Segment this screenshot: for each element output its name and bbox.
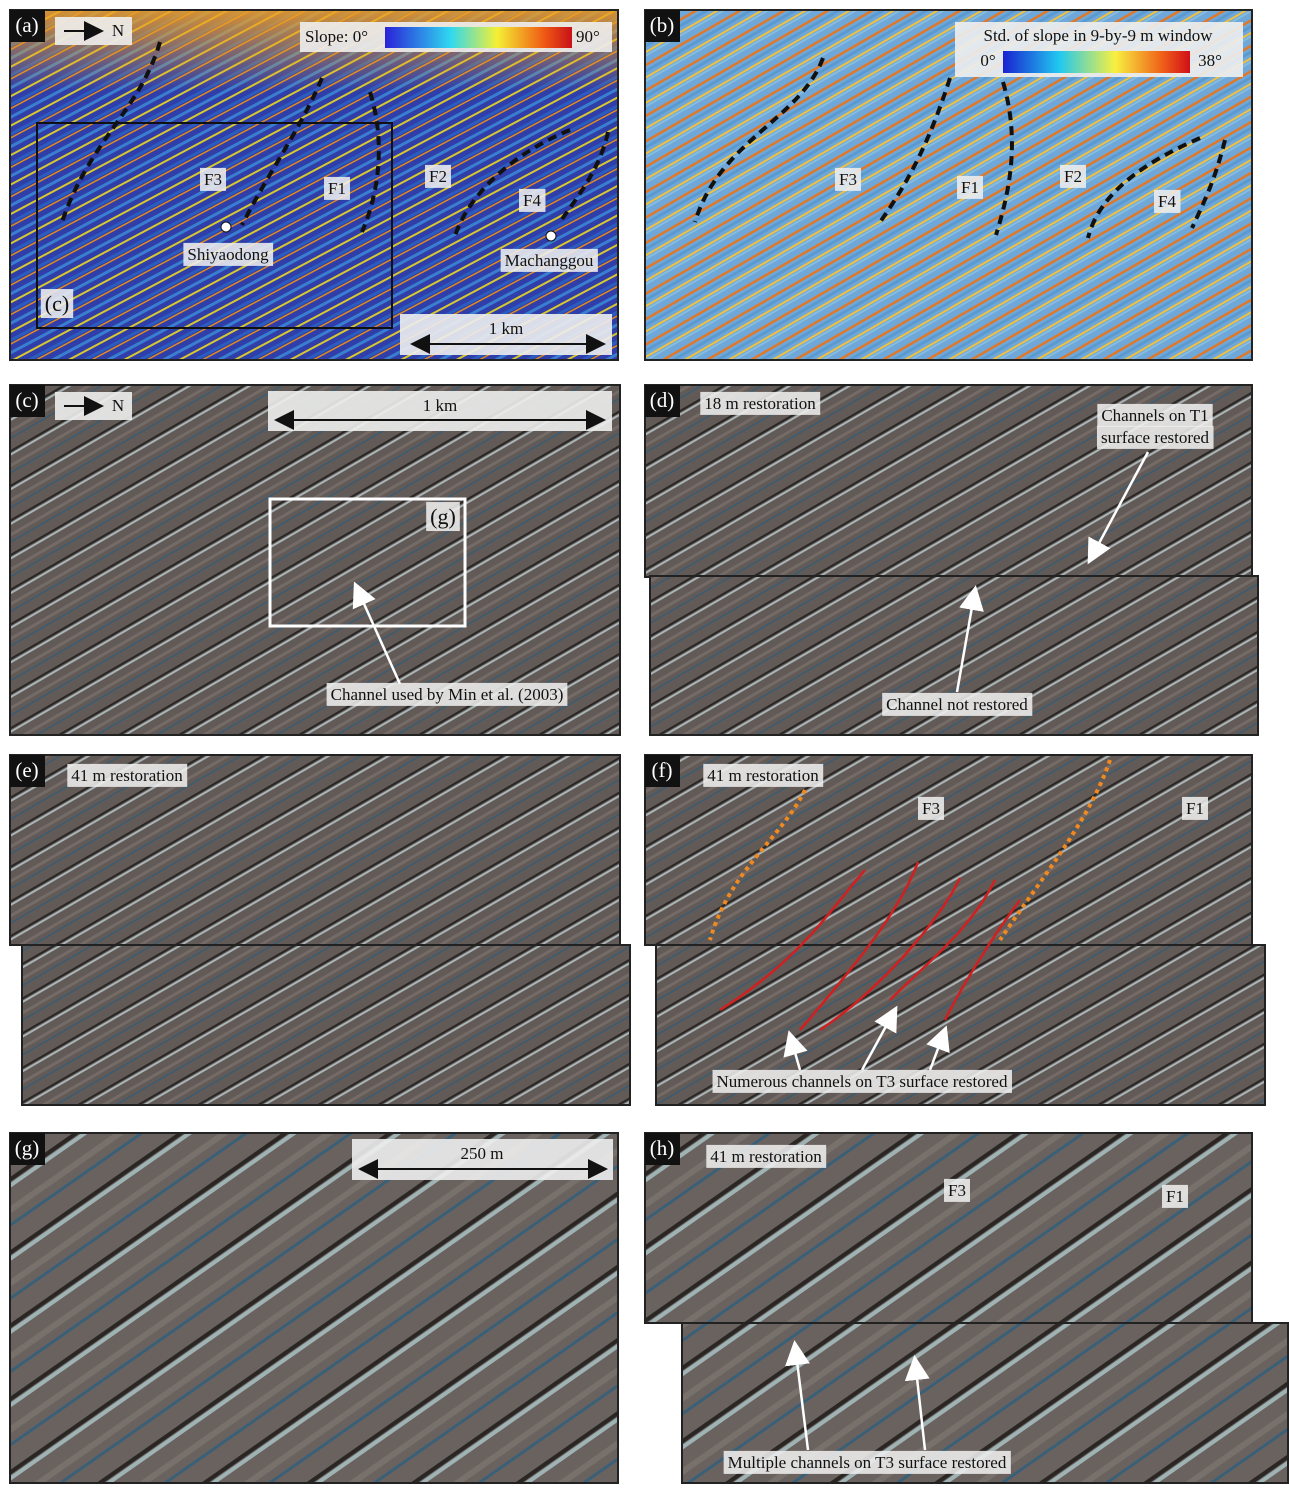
figure: (a) N Slope: 0° 90° F3 F1 F2 F4 Shiyaodo… (0, 0, 1289, 1484)
panel-d: (d) 18 m restoration Channels on T1 surf… (645, 385, 1258, 735)
fault-label: F3 (204, 170, 222, 189)
panel-c: (c) N 1 km (g) Channel used by Min et al… (10, 385, 620, 735)
legend-max: 38° (1198, 51, 1222, 70)
place-label: Machanggou (505, 251, 594, 270)
legend-label: Slope: 0° (305, 27, 368, 46)
panel-f: (f) 41 m restoration F3 F1 Numerous chan… (645, 755, 1265, 1105)
north-label: N (112, 21, 124, 40)
panel-e: (e) 41 m restoration (10, 755, 630, 1105)
image-lower (22, 945, 630, 1105)
restoration-label: 41 m restoration (71, 766, 183, 785)
fault-label: F3 (922, 799, 940, 818)
panel-g: (g) 250 m (10, 1133, 618, 1483)
fault-label: F4 (1158, 192, 1176, 211)
legend-max: 90° (576, 27, 600, 46)
annotation: surface restored (1101, 428, 1210, 447)
inset-label: (g) (430, 504, 456, 529)
panel-letter: (b) (650, 13, 675, 37)
panel-letter: (e) (15, 758, 38, 782)
fault-label: F1 (1166, 1187, 1184, 1206)
scale-label: 250 m (461, 1144, 504, 1163)
panel-letter: (a) (15, 13, 38, 37)
annotation: Multiple channels on T3 surface restored (728, 1453, 1007, 1472)
panel-letter: (h) (650, 1136, 675, 1160)
legend-min: 0° (980, 51, 995, 70)
fault-label: F1 (961, 178, 979, 197)
north-label: N (112, 396, 124, 415)
panel-letter: (g) (15, 1136, 40, 1160)
fault-label: F3 (948, 1181, 966, 1200)
fault-label: F2 (1064, 167, 1082, 186)
fault-label: F1 (328, 179, 346, 198)
legend-title: Std. of slope in 9-by-9 m window (983, 26, 1213, 45)
place-label: Shiyaodong (187, 245, 269, 264)
panel-letter: (d) (650, 388, 675, 412)
inset-label: (c) (45, 291, 69, 316)
annotation: Channel not restored (886, 695, 1028, 714)
fault-label: F1 (1186, 799, 1204, 818)
panel-a: (a) N Slope: 0° 90° F3 F1 F2 F4 Shiyaodo… (10, 10, 618, 360)
restoration-label: 41 m restoration (710, 1147, 822, 1166)
annotation: Numerous channels on T3 surface restored (717, 1072, 1008, 1091)
fault-label: F4 (523, 191, 541, 210)
panel-h: (h) 41 m restoration F3 F1 Multiple chan… (645, 1133, 1288, 1483)
annotation: Channel used by Min et al. (2003) (331, 685, 564, 704)
fault-label: F3 (839, 170, 857, 189)
place-dot (546, 231, 556, 241)
image (10, 1133, 618, 1483)
panel-b: (b) Std. of slope in 9-by-9 m window 0° … (645, 10, 1252, 360)
fault-label: F2 (429, 167, 447, 186)
panel-letter: (f) (652, 758, 673, 782)
restoration-label: 18 m restoration (704, 394, 816, 413)
place-dot (221, 222, 231, 232)
annotation: Channels on T1 (1101, 406, 1208, 425)
colorbar (385, 27, 572, 48)
restoration-label: 41 m restoration (707, 766, 819, 785)
scale-label: 1 km (489, 319, 523, 338)
panel-letter: (c) (15, 388, 38, 412)
scale-label: 1 km (423, 396, 457, 415)
colorbar (1003, 51, 1190, 73)
image (10, 385, 620, 735)
